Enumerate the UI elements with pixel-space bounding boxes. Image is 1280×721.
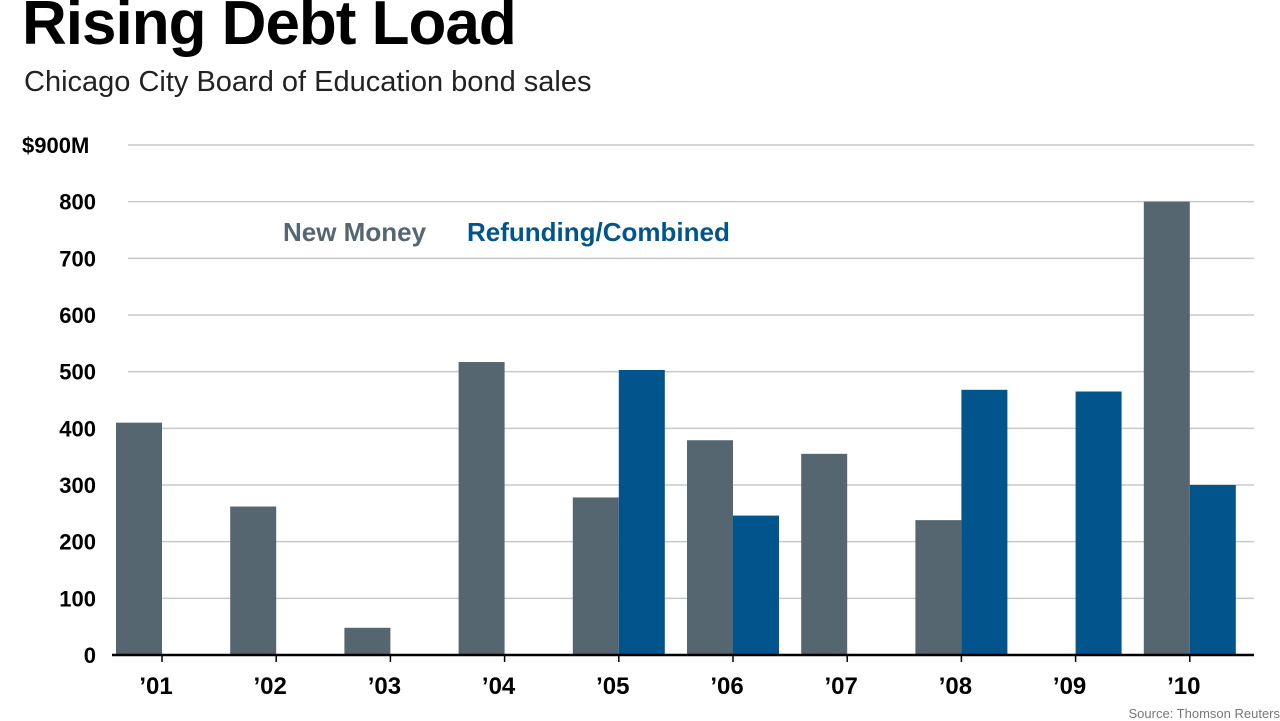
bar-refunding-combined bbox=[961, 390, 1007, 655]
y-tick-label: 200 bbox=[59, 530, 96, 555]
axes: ’01 ’02 ’03 ’04 ’05 ’06 ’07 ’08 ’09 ’10 bbox=[112, 655, 1254, 700]
y-tick-label: 300 bbox=[59, 473, 96, 498]
bar-new-money bbox=[344, 628, 390, 655]
legend-new-money: New Money bbox=[283, 217, 427, 247]
x-tick-label: ’10 bbox=[1167, 673, 1200, 700]
bar-refunding-combined bbox=[733, 516, 779, 655]
legend: New Money Refunding/Combined bbox=[283, 217, 730, 247]
y-tick-label: $900M bbox=[22, 133, 89, 158]
x-tick-label: ’09 bbox=[1053, 673, 1086, 700]
x-tick-label: ’01 bbox=[139, 673, 172, 700]
x-tick-label: ’05 bbox=[596, 673, 629, 700]
x-tick-label: ’06 bbox=[710, 673, 743, 700]
x-tick-label: ’03 bbox=[368, 673, 401, 700]
x-tick-label: ’08 bbox=[939, 673, 972, 700]
bar-new-money bbox=[573, 497, 619, 655]
y-tick-label: 400 bbox=[59, 416, 96, 441]
bar-new-money bbox=[687, 440, 733, 655]
x-tick-label: ’02 bbox=[254, 673, 287, 700]
bar-new-money bbox=[1144, 202, 1190, 655]
x-tick-label: ’07 bbox=[825, 673, 858, 700]
bar-new-money bbox=[915, 520, 961, 655]
bar-refunding-combined bbox=[619, 370, 665, 655]
source-note: Source: Thomson Reuters bbox=[1129, 706, 1280, 721]
bar-refunding-combined bbox=[1076, 392, 1122, 656]
y-tick-label: 700 bbox=[59, 246, 96, 271]
y-tick-label: 600 bbox=[59, 303, 96, 328]
bar-refunding-combined bbox=[1190, 485, 1236, 655]
x-tick-label: ’04 bbox=[482, 673, 516, 700]
y-tick-label: 500 bbox=[59, 360, 96, 385]
bar-new-money bbox=[801, 454, 847, 655]
y-tick-label: 800 bbox=[59, 190, 96, 215]
legend-refunding-combined: Refunding/Combined bbox=[467, 217, 730, 247]
bar-new-money bbox=[230, 507, 276, 655]
y-tick-label: 100 bbox=[59, 586, 96, 611]
bar-new-money bbox=[116, 423, 162, 655]
bar-new-money bbox=[459, 362, 505, 655]
y-tick-label: 0 bbox=[84, 643, 96, 668]
